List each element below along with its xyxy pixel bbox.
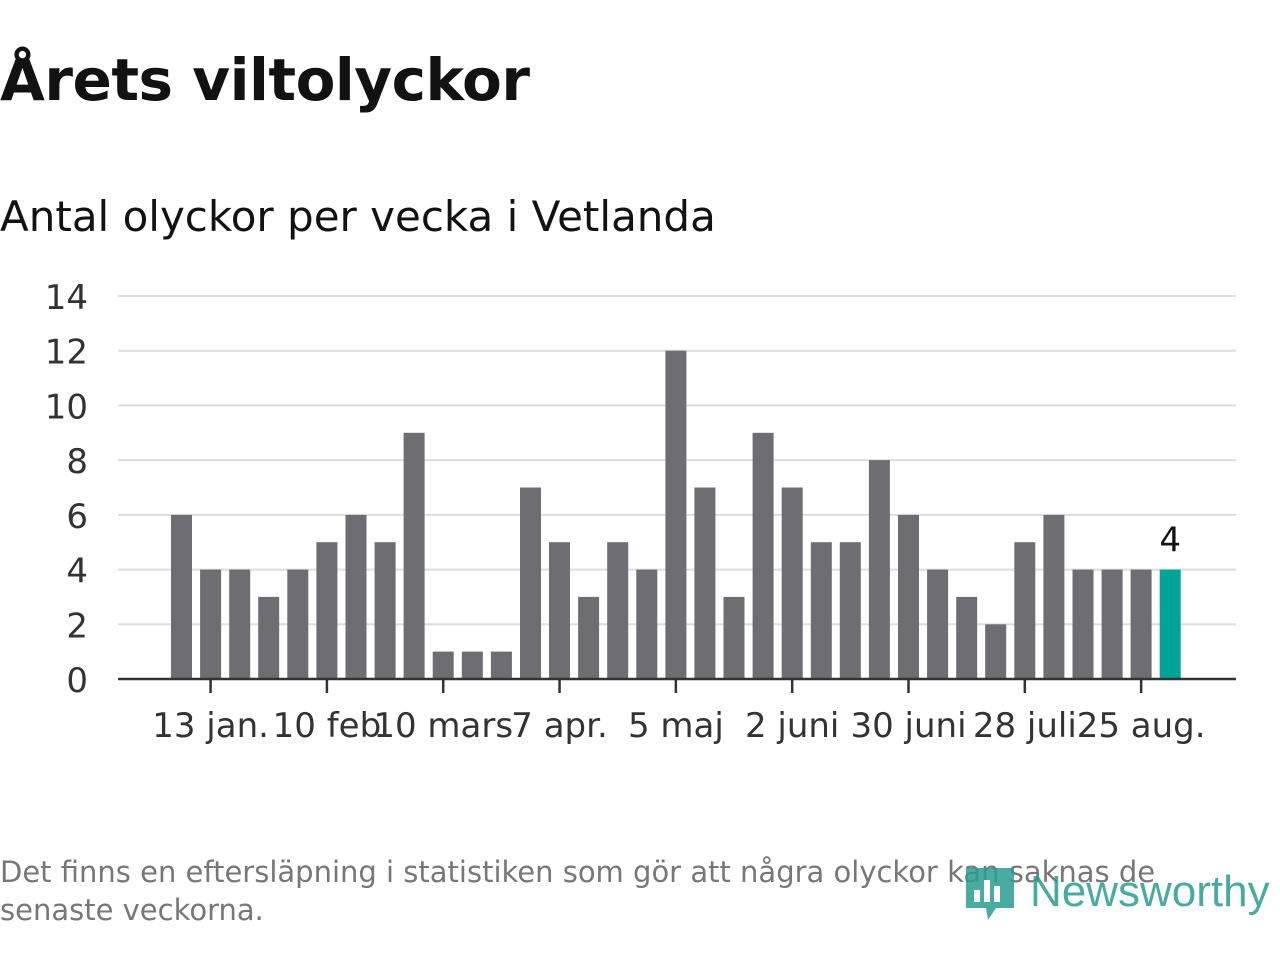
x-tick-label: 30 juni <box>850 706 966 746</box>
footnote: Det finns en eftersläpning i statistiken… <box>0 855 1156 927</box>
x-tick-label: 7 apr. <box>511 706 608 746</box>
y-axis-ticks: 0 2 4 6 8 10 12 14 <box>45 278 88 701</box>
bar <box>1043 514 1065 679</box>
bar <box>1101 569 1123 679</box>
bar <box>287 569 309 679</box>
bar <box>1072 569 1094 679</box>
x-tick-label: 10 mars <box>373 706 513 746</box>
bar <box>752 432 774 679</box>
y-tick-label: 6 <box>66 497 88 537</box>
bars <box>171 350 1181 679</box>
y-tick-label: 2 <box>66 606 88 646</box>
bar <box>461 651 483 679</box>
bar <box>316 542 338 679</box>
bar <box>927 569 949 679</box>
bar <box>520 487 541 679</box>
bar <box>258 596 280 679</box>
newsworthy-logo-icon <box>966 868 1014 920</box>
bar <box>665 350 687 679</box>
bar <box>985 624 1007 679</box>
bar <box>1130 569 1152 679</box>
x-tick-label: 13 jan. <box>152 706 269 746</box>
chart-title: Årets viltolyckor <box>0 46 530 114</box>
bar <box>374 542 396 679</box>
x-tick-label: 5 maj <box>628 706 724 746</box>
x-tick-label: 2 juni <box>745 706 839 746</box>
x-tick-label: 28 juli <box>973 706 1077 746</box>
y-tick-label: 12 <box>45 333 88 373</box>
data-label: 4 <box>1159 521 1181 561</box>
bar <box>636 569 658 679</box>
y-tick-label: 4 <box>66 552 88 592</box>
bar <box>200 569 222 679</box>
bar <box>432 651 454 679</box>
chart-subtitle: Antal olyckor per vecka i Vetlanda <box>0 192 716 241</box>
bar <box>345 514 367 679</box>
bar <box>490 651 512 679</box>
bar <box>607 542 629 679</box>
bar <box>723 596 745 679</box>
bar <box>839 542 861 679</box>
bar <box>810 542 832 679</box>
bar <box>868 460 890 679</box>
newsworthy-logo: Newsworthy <box>962 860 1280 930</box>
brand-name: Newsworthy <box>1030 867 1270 916</box>
bar <box>549 542 570 679</box>
y-tick-label: 8 <box>66 442 88 482</box>
bar <box>956 596 978 679</box>
y-tick-label: 0 <box>66 661 88 701</box>
bar-highlight <box>1159 569 1181 679</box>
bar <box>781 487 803 679</box>
bar <box>229 569 251 679</box>
bar <box>1014 542 1036 679</box>
bar <box>403 432 425 679</box>
bar <box>578 596 600 679</box>
bar <box>171 514 192 679</box>
data-labels: 4 <box>1159 521 1181 561</box>
x-tick-label: 10 feb <box>273 706 382 746</box>
y-tick-label: 10 <box>45 387 88 427</box>
x-tick-label: 25 aug. <box>1077 706 1206 746</box>
bar <box>694 487 716 679</box>
bar <box>898 514 919 679</box>
y-tick-label: 14 <box>45 278 88 318</box>
